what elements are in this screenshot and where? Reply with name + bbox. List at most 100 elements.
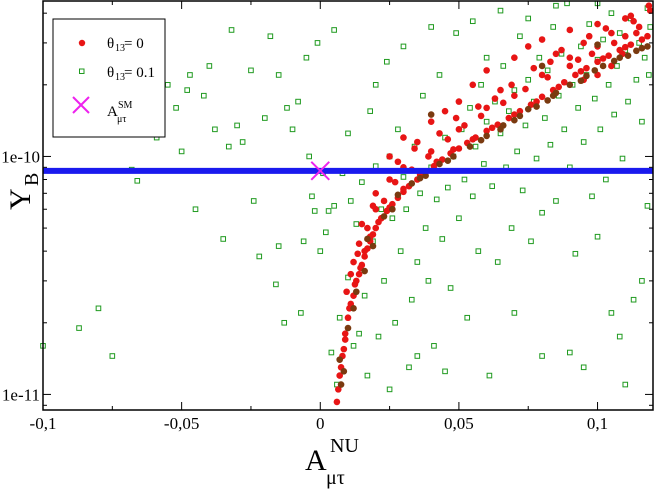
data-point-theta13-0 (621, 32, 629, 40)
data-point-theta13-0.1 (173, 105, 179, 111)
data-point-theta13-0.1 (542, 115, 548, 121)
data-point-theta13-0.1 (295, 98, 301, 105)
data-point-theta13-0-dark (616, 54, 624, 61)
x-tick-label: 0,1 (587, 414, 608, 433)
data-point-theta13-0.1 (481, 161, 487, 167)
data-point-theta13-0 (583, 64, 590, 72)
data-point-theta13-0 (524, 43, 532, 50)
data-point-theta13-0.1 (273, 281, 279, 288)
data-point-theta13-0.1 (284, 105, 290, 111)
data-point-theta13-0 (577, 67, 585, 75)
data-point-theta13-0-dark (450, 153, 457, 160)
data-point-theta13-0.1 (433, 196, 440, 203)
data-point-theta13-0 (350, 258, 357, 266)
data-point-theta13-0 (483, 67, 490, 74)
legend: θ 13 = 0 θ 13 = 0.1 A SM μτ (52, 18, 166, 138)
data-point-theta13-0.1 (544, 67, 551, 74)
data-point-theta13-0.1 (603, 176, 609, 183)
data-point-theta13-0.1 (511, 310, 518, 316)
data-point-theta13-0 (444, 136, 452, 143)
data-point-theta13-0 (497, 86, 504, 94)
data-point-theta13-0-dark (533, 103, 540, 110)
x-tick-label: -0,05 (164, 414, 199, 433)
data-point-theta13-0-dark (389, 205, 396, 213)
data-point-theta13-0.1 (256, 253, 263, 260)
data-point-theta13-0.1 (486, 372, 493, 379)
data-point-theta13-0 (580, 39, 587, 47)
data-point-theta13-0 (477, 112, 485, 120)
data-point-theta13-0 (358, 220, 366, 228)
data-point-theta13-0 (547, 58, 554, 66)
data-point-theta13-0 (341, 336, 349, 343)
legend-marker-sm-x (72, 96, 90, 114)
data-point-theta13-0.1 (184, 87, 190, 93)
data-point-theta13-0-dark (337, 381, 345, 388)
data-point-theta13-0.1 (311, 208, 318, 214)
data-point-theta13-0 (341, 330, 349, 337)
data-point-theta13-0.1 (464, 314, 471, 321)
data-point-theta13-0.1 (597, 126, 604, 133)
data-point-theta13-0 (572, 71, 579, 79)
data-point-theta13-0 (469, 136, 477, 143)
data-point-theta13-0.1 (347, 198, 354, 204)
data-point-theta13-0 (566, 54, 574, 61)
data-point-theta13-0-dark (444, 157, 452, 164)
data-point-theta13-0 (499, 99, 507, 107)
data-point-theta13-0-dark (416, 174, 424, 182)
data-point-theta13-0.1 (572, 250, 579, 257)
data-point-theta13-0 (400, 134, 407, 141)
data-point-theta13-0.1 (309, 193, 315, 200)
data-point-theta13-0.1 (406, 364, 412, 371)
data-point-theta13-0.1 (605, 82, 612, 88)
data-point-theta13-0 (491, 95, 499, 102)
data-point-theta13-0.1 (575, 105, 581, 111)
data-point-theta13-0 (372, 190, 380, 197)
data-point-theta13-0.1 (336, 314, 343, 321)
data-point-theta13-0.1 (608, 310, 615, 316)
data-point-theta13-0-dark (544, 97, 551, 104)
data-point-theta13-0 (630, 17, 637, 25)
data-point-theta13-0.1 (289, 126, 296, 133)
sm-marker-layer (310, 161, 330, 181)
data-point-theta13-0 (355, 270, 363, 278)
data-point-theta13-0.1 (314, 40, 321, 46)
data-point-theta13-0 (602, 25, 610, 32)
data-point-theta13-0-dark (483, 132, 490, 140)
data-point-theta13-0.1 (381, 278, 387, 284)
data-point-theta13-0.1 (517, 33, 523, 40)
data-point-theta13-0.1 (364, 372, 371, 379)
series-theta13-0 (333, 2, 654, 406)
data-point-theta13-0.1 (594, 233, 601, 240)
data-point-theta13-0.1 (641, 54, 648, 61)
data-point-theta13-0-dark (353, 288, 360, 296)
data-point-theta13-0.1 (622, 381, 629, 388)
data-point-theta13-0 (522, 85, 529, 93)
data-point-theta13-0.1 (567, 349, 573, 356)
data-point-theta13-0-dark (477, 136, 485, 144)
data-point-theta13-0.1 (187, 72, 193, 78)
data-point-theta13-0 (645, 2, 653, 9)
data-point-theta13-0-dark (583, 72, 590, 80)
data-point-theta13-0.1 (239, 139, 246, 145)
data-point-theta13-0.1 (95, 305, 102, 312)
data-point-theta13-0.1 (586, 21, 593, 27)
data-point-theta13-0 (441, 107, 449, 115)
data-point-theta13-0.1 (447, 285, 454, 291)
data-point-theta13-0 (588, 50, 596, 58)
data-point-theta13-0.1 (350, 343, 357, 349)
data-point-theta13-0.1 (234, 122, 240, 129)
data-point-theta13-0.1 (506, 108, 512, 114)
data-point-theta13-0.1 (389, 215, 396, 222)
data-point-theta13-0 (425, 153, 432, 160)
data-point-theta13-0.1 (76, 325, 82, 331)
data-point-theta13-0 (475, 103, 482, 110)
data-point-theta13-0 (391, 178, 399, 186)
data-point-theta13-0 (361, 247, 368, 255)
data-point-theta13-0.1 (359, 179, 365, 185)
data-point-theta13-0.1 (361, 292, 368, 299)
data-point-theta13-0.1 (619, 155, 626, 162)
legend-marker-green-square (79, 68, 85, 74)
data-point-theta13-0.1 (497, 7, 504, 14)
data-point-theta13-0 (340, 345, 348, 353)
data-point-theta13-0.1 (400, 43, 407, 50)
